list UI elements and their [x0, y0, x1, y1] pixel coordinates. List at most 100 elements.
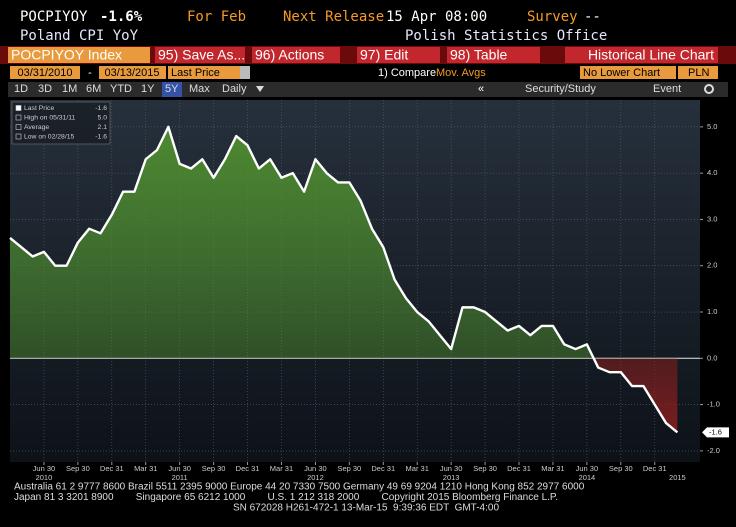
footer: Australia 61 2 9777 8600 Brazil 5511 239… — [14, 482, 585, 514]
start-date[interactable]: 03/31/2010 — [17, 67, 72, 79]
series-line — [9, 125, 679, 434]
date-separator: - — [88, 67, 92, 79]
button-group: 95) Save As... 96) Actions 97) Edit 98) Tab… — [155, 47, 540, 63]
legend-label: Low on 02/28/15 — [24, 133, 74, 140]
x-tick-label: Sep 30 — [202, 464, 226, 473]
field-name[interactable]: Last Price — [171, 67, 220, 79]
range-button[interactable]: YTD — [110, 83, 132, 95]
start-date-field[interactable] — [10, 66, 80, 79]
compare-button[interactable]: 1) Compare — [378, 67, 436, 79]
range-button[interactable]: 3D — [38, 83, 52, 95]
release-label: Next Release — [283, 9, 384, 25]
x-tick-label: Mar 31 — [134, 464, 157, 473]
frequency-arrow[interactable] — [256, 86, 264, 92]
legend-icon — [15, 105, 22, 111]
range-button[interactable]: 6M — [86, 83, 101, 95]
range-selected[interactable] — [162, 82, 182, 97]
x-tick-label: Dec 31 — [100, 464, 124, 473]
view-field[interactable] — [565, 47, 718, 63]
frequency-dropdown[interactable]: Daily — [222, 83, 247, 95]
legend-label: High on 05/31/11 — [24, 114, 75, 121]
lower-chart[interactable]: No Lower Chart — [583, 67, 660, 79]
x-tick-label: Dec 31 — [236, 464, 260, 473]
y-tick-label: 2.0 — [707, 261, 717, 270]
lower-chart-field[interactable] — [580, 66, 676, 79]
legend-label: Last Price — [24, 105, 54, 112]
last-value-label: -1.6 — [709, 427, 722, 436]
x-tick-label: Dec 31 — [643, 464, 667, 473]
year-label: 2013 — [443, 473, 460, 482]
toolbar-button-label[interactable]: 97) Edit — [360, 47, 408, 63]
range-group: 1D 3D 1M 6M YTD 1Y 5Y Max Daily — [14, 82, 264, 97]
end-date-field[interactable] — [99, 66, 166, 79]
legend-icon — [15, 114, 22, 121]
last-value-tag — [702, 427, 729, 438]
x-tick-label: Mar 31 — [406, 464, 429, 473]
legend-value: 2.1 — [98, 124, 108, 131]
y-tick-label: 0.0 — [707, 353, 717, 362]
release-time: 15 Apr 08:00 — [386, 9, 487, 25]
x-tick-label: Jun 30 — [304, 464, 327, 473]
footer-line: Australia 61 2 9777 8600 Brazil 5511 239… — [14, 482, 585, 493]
last-value: -1.6% — [100, 9, 143, 25]
currency-field[interactable] — [678, 66, 718, 79]
study-button[interactable]: Security/Study — [525, 83, 596, 95]
mov-avgs-button[interactable]: Mov. Avgs — [436, 67, 486, 79]
y-tick-label: 4.0 — [707, 168, 717, 177]
toolbar-button[interactable] — [447, 47, 540, 63]
view-title[interactable]: Historical Line Chart — [588, 47, 714, 63]
security-field[interactable] — [8, 47, 150, 63]
range-button[interactable]: 5Y — [165, 83, 179, 95]
year-label: 2011 — [172, 473, 188, 482]
y-tick-label: 3.0 — [707, 214, 717, 223]
y-tick-label: -1.0 — [707, 400, 720, 409]
x-tick-label: Sep 30 — [66, 464, 90, 473]
settings-icon[interactable] — [704, 84, 714, 94]
x-tick-label: Sep 30 — [337, 464, 361, 473]
range-button[interactable]: Max — [189, 83, 210, 95]
toolbar-button-label[interactable]: 96) Actions — [255, 47, 324, 63]
collapse-button[interactable]: « — [478, 83, 484, 95]
event-button[interactable]: Event — [653, 83, 681, 95]
x-tick-label: Jun 30 — [168, 464, 191, 473]
end-date[interactable]: 03/13/2015 — [104, 67, 159, 79]
x-tick-label: Dec 31 — [507, 464, 531, 473]
x-tick-label: Jun 30 — [576, 464, 599, 473]
range-button[interactable]: 1D — [14, 83, 28, 95]
toolbar-button-label[interactable]: 98) Table — [450, 47, 508, 63]
security-name: Poland CPI YoY — [20, 28, 139, 44]
header: POCPIYOY -1.6% For Feb Next Release 15 A… — [20, 9, 607, 44]
survey-label: Survey — [527, 9, 578, 25]
x-tick-label: Dec 31 — [371, 464, 395, 473]
legend-value: -1.6 — [95, 105, 107, 112]
currency[interactable]: PLN — [688, 67, 709, 79]
year-label: 2014 — [579, 473, 596, 482]
y-tick-label: 1.0 — [707, 307, 717, 316]
y-tick-label: 5.0 — [707, 122, 717, 131]
toolbar-button[interactable] — [357, 47, 440, 63]
period: For Feb — [187, 9, 246, 25]
year-label: 2012 — [307, 473, 324, 482]
legend-icon — [15, 133, 22, 140]
x-tick-label: Mar 31 — [541, 464, 564, 473]
range-button[interactable]: 1Y — [141, 83, 155, 95]
legend-icon — [15, 124, 22, 130]
toolbar-button-label[interactable]: 95) Save As... — [158, 47, 245, 63]
legend-label: Average — [24, 124, 49, 131]
year-label: 2015 — [669, 473, 686, 482]
x-tick-label: Jun 30 — [33, 464, 56, 473]
range-button[interactable]: 1M — [62, 83, 77, 95]
field-dropdown[interactable] — [168, 66, 250, 79]
survey-value: -- — [584, 9, 601, 25]
toolbar-button[interactable] — [252, 47, 340, 63]
area-fill — [10, 126, 678, 433]
toolbar-button[interactable] — [155, 47, 245, 63]
security-input[interactable]: POCPIYOY Index — [11, 47, 122, 63]
source: Polish Statistics Office — [405, 28, 607, 44]
legend-box — [11, 101, 111, 145]
dropdown-arrow[interactable] — [240, 66, 250, 79]
x-tick-label: Sep 30 — [473, 464, 497, 473]
footer-line: SN 672028 H261-472-1 13-Mar-15 9:39:36 E… — [233, 503, 500, 514]
